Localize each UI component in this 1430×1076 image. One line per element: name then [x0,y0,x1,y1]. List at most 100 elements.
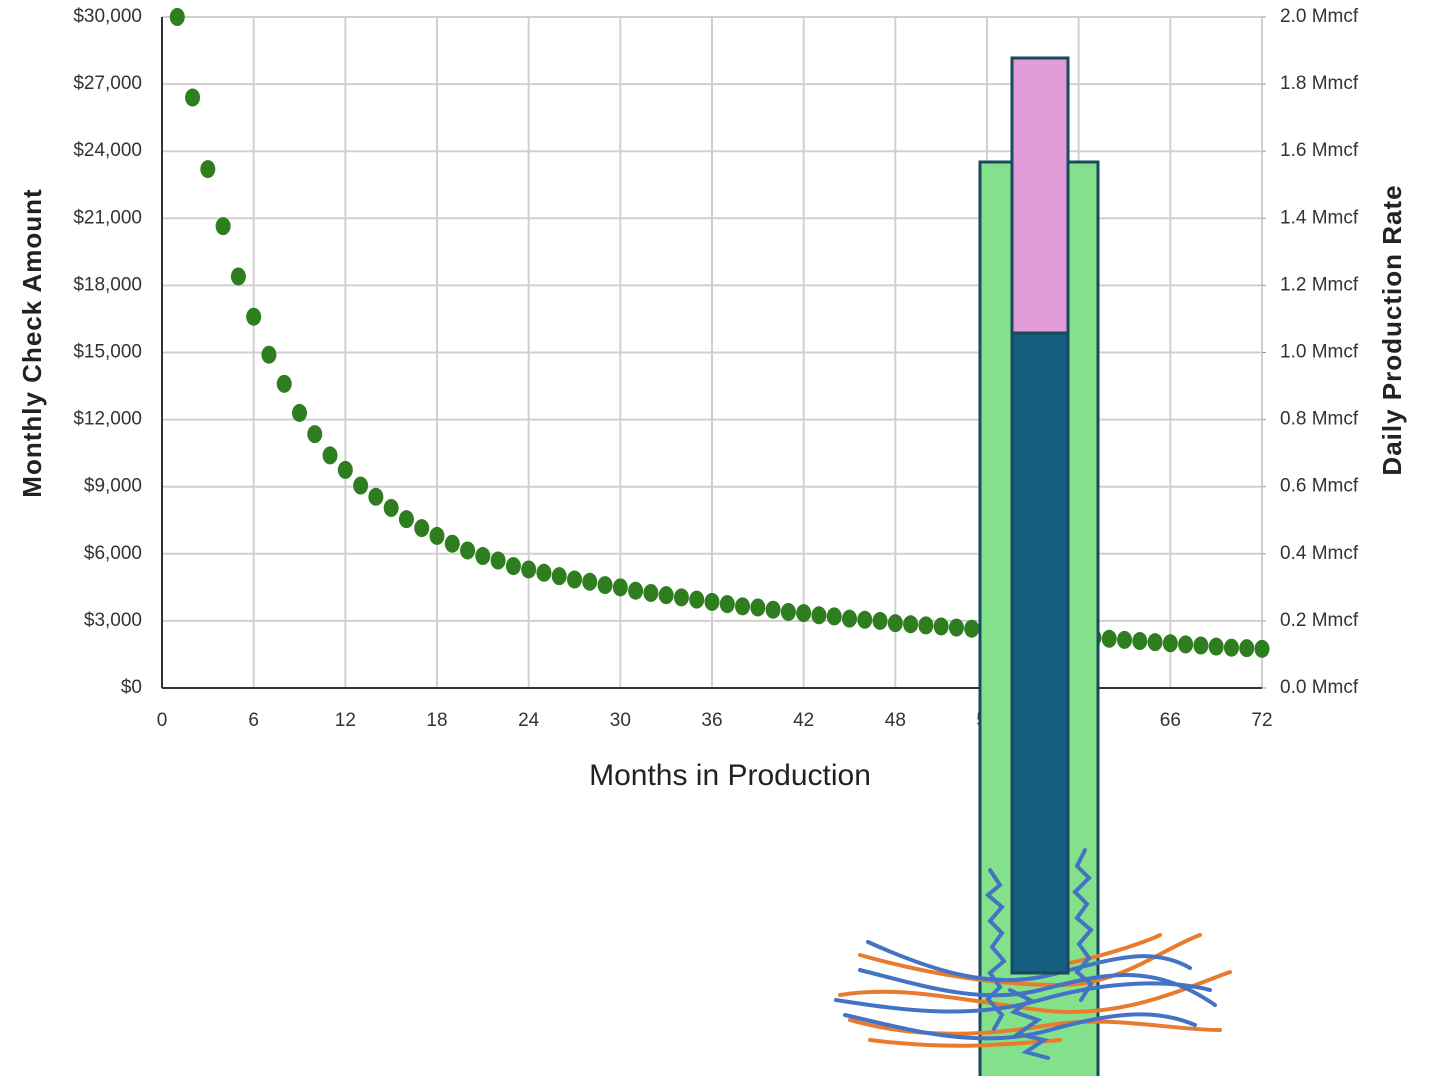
x-tick-label: 42 [793,710,814,731]
y2-tick-label: 0.0 Mmcf [1280,677,1359,698]
data-point [842,610,857,628]
x-tick-label: 18 [426,710,447,731]
data-point [414,519,429,537]
data-point [506,557,521,575]
data-point [735,597,750,615]
data-point [277,375,292,393]
y-tick-label: $6,000 [84,543,142,564]
x-tick-label: 6 [248,710,259,731]
data-point [307,425,322,443]
y2-tick-label: 0.2 Mmcf [1280,610,1359,631]
data-point [170,8,185,26]
x-tick-label: 0 [157,710,168,731]
data-point [628,582,643,600]
y2-tick-label: 2.0 Mmcf [1280,6,1359,27]
y2-tick-label: 0.4 Mmcf [1280,543,1359,564]
y-tick-label: $12,000 [73,409,142,430]
x-tick-label: 24 [518,710,540,731]
data-point [827,607,842,625]
y2-tick-label: 1.0 Mmcf [1280,342,1359,363]
data-point [613,578,628,596]
data-point [261,346,276,364]
y2-tick-label: 1.2 Mmcf [1280,274,1359,295]
data-point [1102,630,1117,648]
data-point [1239,639,1254,657]
data-point [582,573,597,591]
data-point [491,552,506,570]
y-tick-label: $9,000 [84,476,142,497]
data-point [674,588,689,606]
x-tick-label: 36 [701,710,722,731]
data-point [949,619,964,637]
data-point [1209,638,1224,656]
data-point [888,614,903,632]
data-point [231,267,246,285]
data-point [216,217,231,235]
y2-tick-label: 0.8 Mmcf [1280,409,1359,430]
data-point [338,461,353,479]
data-point [399,510,414,528]
data-point [1178,635,1193,653]
data-point [1224,639,1239,657]
data-point [430,527,445,545]
y2-tick-label: 1.8 Mmcf [1280,73,1359,94]
data-point [811,606,826,624]
data-point [720,595,735,613]
y2-axis-title: Daily Production Rate [1377,184,1407,475]
x-tick-label: 66 [1160,710,1181,731]
y-tick-label: $0 [121,677,142,698]
x-tick-label: 72 [1251,710,1272,731]
y-tick-label: $15,000 [73,342,142,363]
data-point [781,603,796,621]
data-point [750,598,765,616]
y2-tick-label: 1.4 Mmcf [1280,207,1359,228]
y-tick-label: $24,000 [73,140,142,161]
well-tubing [1012,333,1068,973]
data-point [934,617,949,635]
x-tick-label: 48 [885,710,906,731]
y-tick-label: $21,000 [73,207,142,228]
data-point [567,571,582,589]
data-point [368,488,383,506]
data-point [1255,640,1270,658]
data-point [536,564,551,582]
data-point [766,601,781,619]
data-point [1117,631,1132,649]
data-point [552,567,567,585]
data-point [659,586,674,604]
data-point [1193,637,1208,655]
y-axis-title: Monthly Check Amount [17,188,47,497]
data-point [1163,634,1178,652]
data-point [200,160,215,178]
data-point [384,499,399,517]
data-point [1148,633,1163,651]
x-tick-label: 30 [610,710,631,731]
y-tick-label: $18,000 [73,274,142,295]
data-point [460,541,475,559]
data-point [185,89,200,107]
data-point [857,611,872,629]
y2-tick-label: 1.6 Mmcf [1280,140,1359,161]
data-point [475,547,490,565]
x-tick-label: 12 [335,710,356,731]
data-point [705,593,720,611]
data-point [873,612,888,630]
y-tick-label: $30,000 [73,6,142,27]
data-point [689,591,704,609]
y-tick-label: $3,000 [84,610,142,631]
data-point [521,560,536,578]
data-point [598,576,613,594]
data-point [1132,632,1147,650]
data-point [292,404,307,422]
data-point [796,604,811,622]
x-axis-title: Months in Production [589,759,871,792]
data-point [643,584,658,602]
y2-tick-label: 0.6 Mmcf [1280,476,1359,497]
y-tick-label: $27,000 [73,73,142,94]
wellhead [1012,58,1068,333]
data-point [323,446,338,464]
data-point [964,620,979,638]
data-point [445,535,460,553]
data-point [903,615,918,633]
data-point [918,616,933,634]
